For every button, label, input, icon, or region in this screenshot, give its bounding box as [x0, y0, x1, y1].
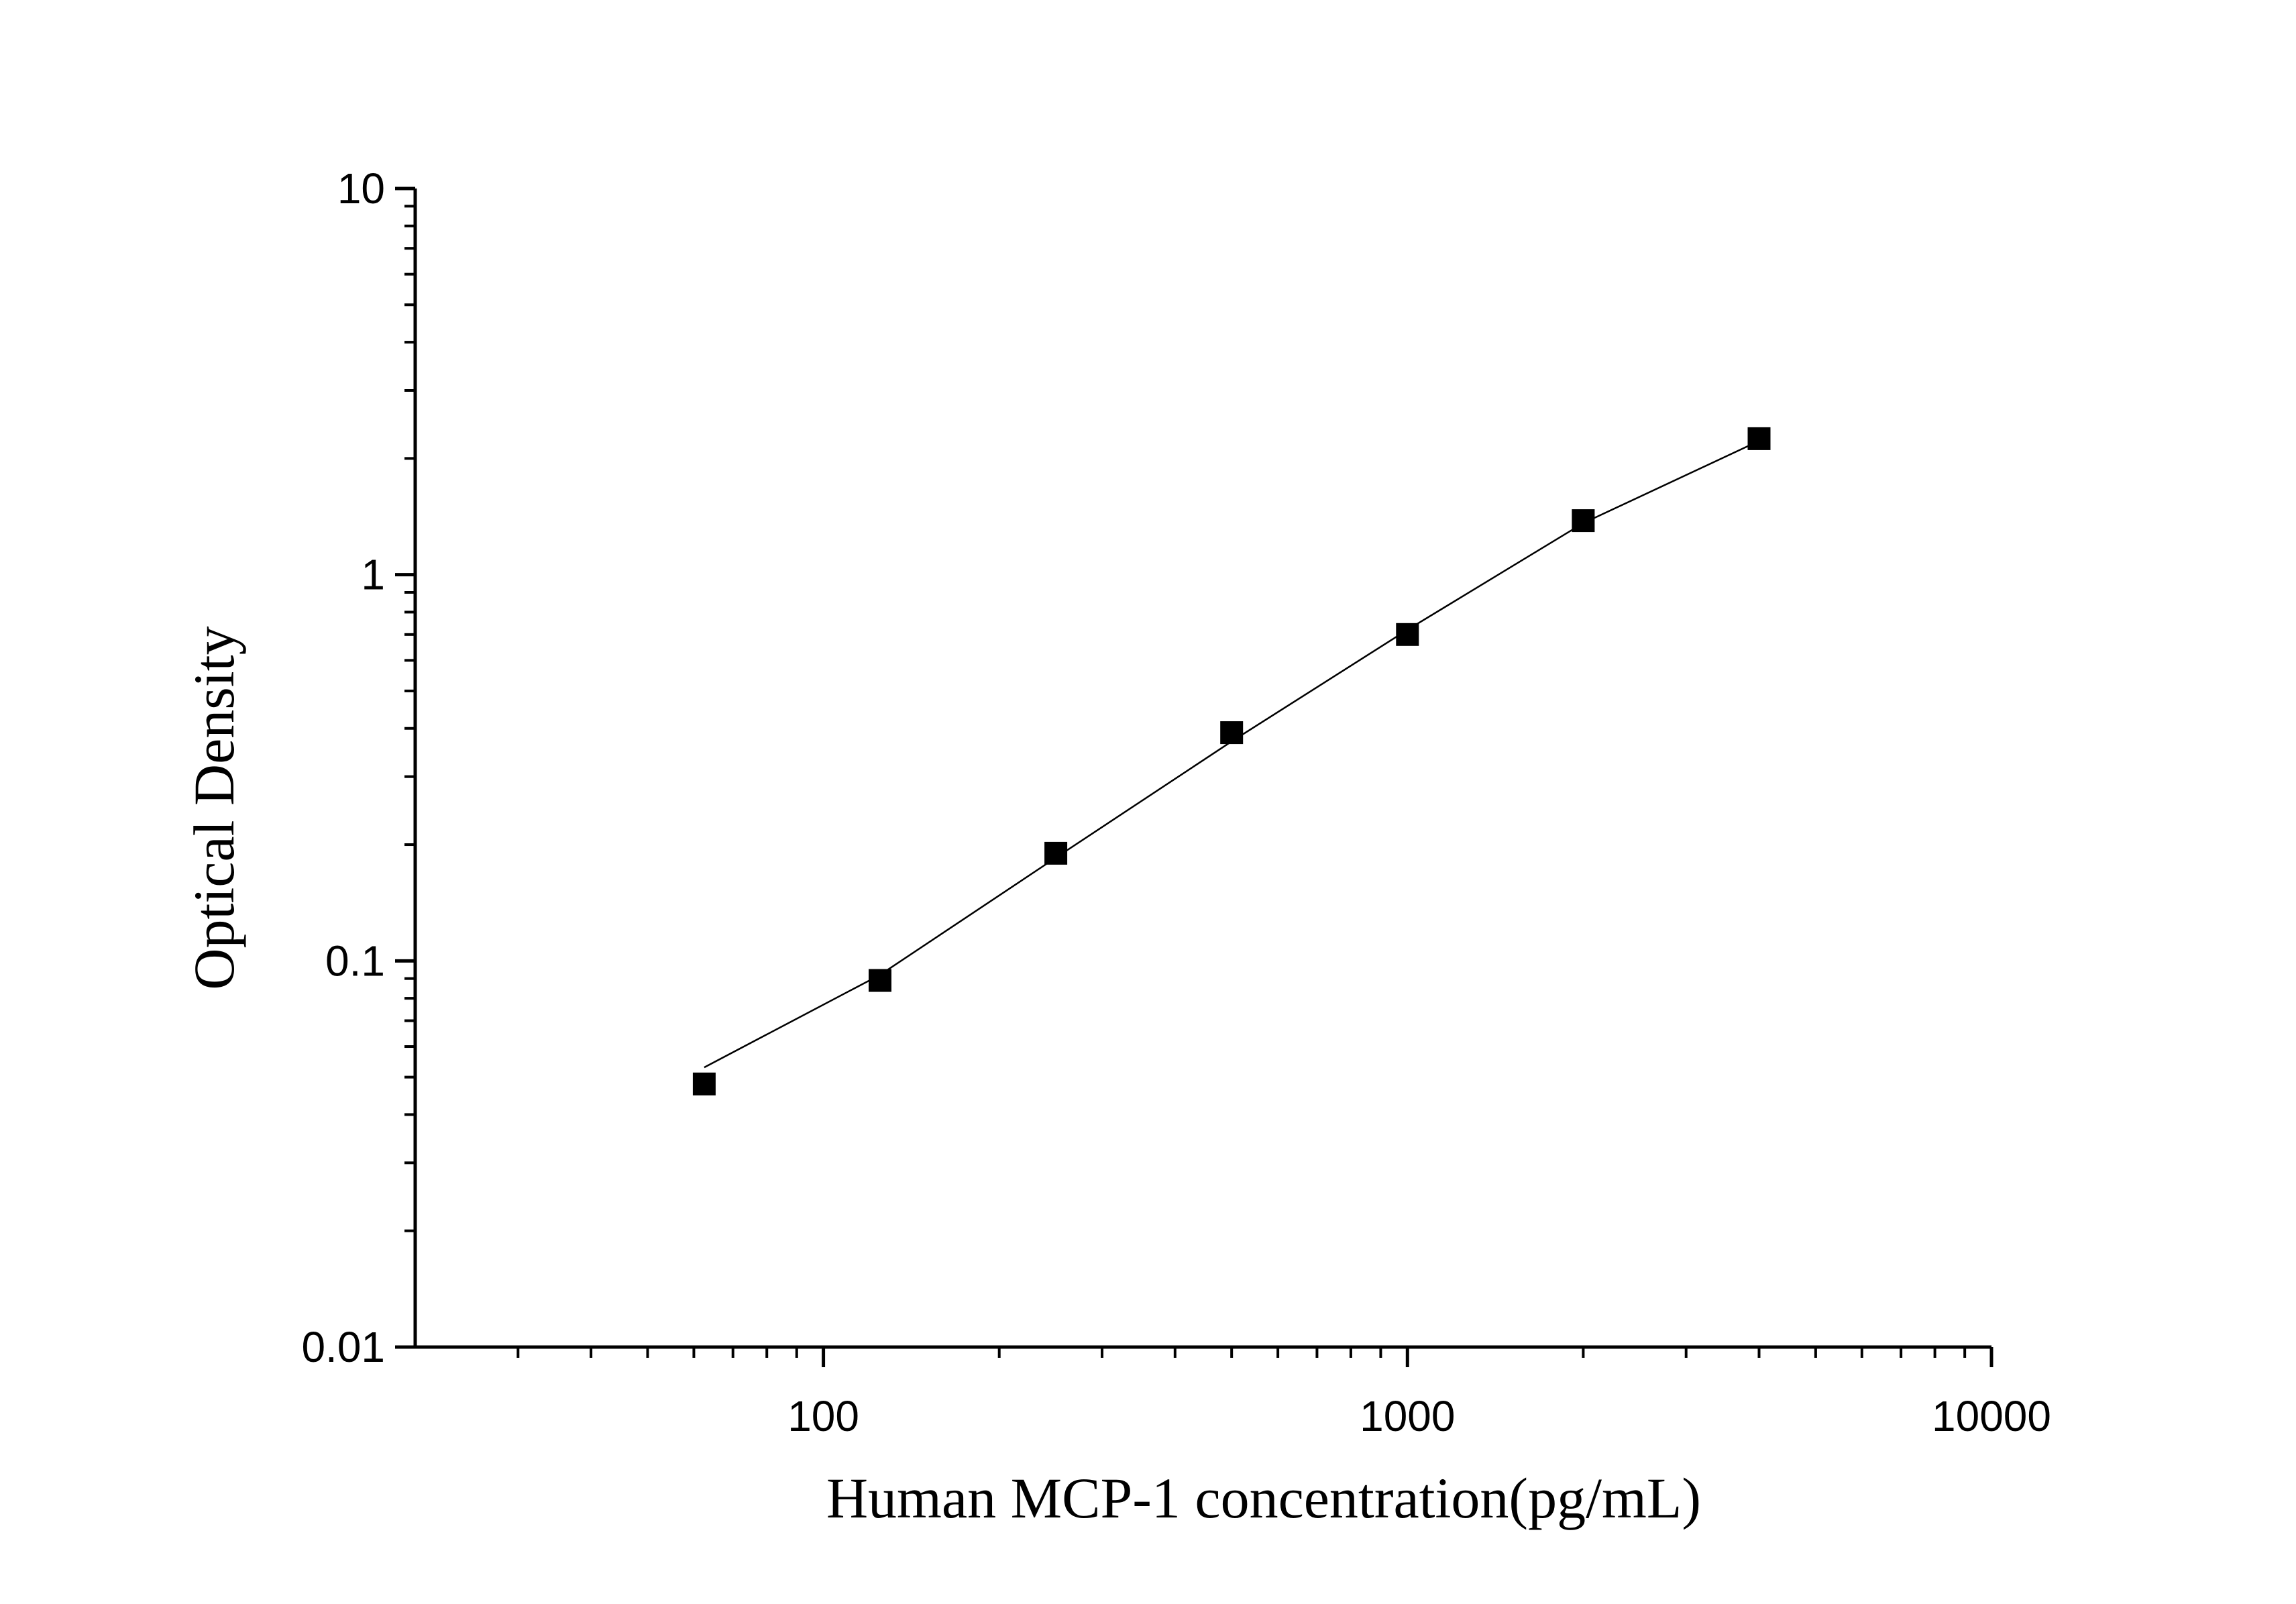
y-tick-label: 0.01	[301, 1323, 385, 1371]
data-point	[869, 969, 891, 992]
data-point	[692, 1072, 716, 1095]
data-point	[1220, 721, 1244, 745]
data-point	[1044, 841, 1068, 865]
data-point	[1747, 427, 1771, 450]
y-axis-title: Optical Density	[182, 626, 246, 990]
x-tick-label: 100	[787, 1392, 859, 1440]
x-tick-label: 1000	[1360, 1392, 1455, 1440]
y-tick-labels: 0.01 0.1 1 10	[301, 164, 385, 1371]
x-axis-title: Human MCP-1 concentration(pg/mL)	[826, 1466, 1701, 1530]
minor-ticks	[404, 205, 1967, 1358]
data-point	[1572, 509, 1595, 533]
fit-line	[704, 440, 1760, 1069]
major-ticks	[395, 186, 1993, 1367]
x-tick-labels: 100 1000 10000	[787, 1392, 2051, 1440]
y-tick-label: 10	[337, 164, 385, 213]
data-points	[692, 427, 1771, 1095]
y-tick-label: 0.1	[325, 937, 385, 985]
x-tick-label: 10000	[1932, 1392, 2051, 1440]
data-point	[1396, 623, 1419, 646]
y-tick-label: 1	[361, 551, 385, 599]
